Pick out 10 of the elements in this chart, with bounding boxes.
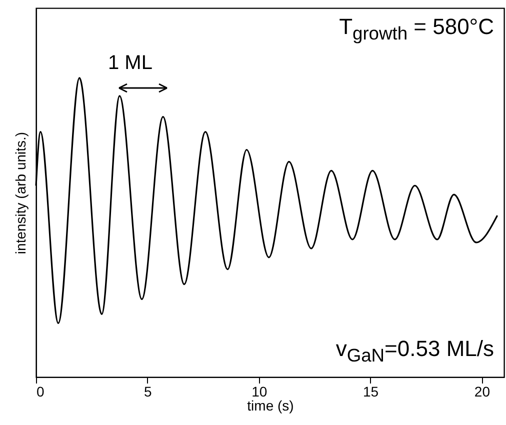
x-tick-label: 10 xyxy=(252,384,268,400)
x-axis-title: time (s) xyxy=(247,398,294,414)
annotation: v$_{GaN}$=0.53 ML/s xyxy=(336,336,494,366)
x-tick-label: 0 xyxy=(36,384,44,400)
y-axis-title: intensity (arb units.) xyxy=(12,132,28,254)
x-tick-label: 20 xyxy=(474,384,490,400)
x-tick-label: 15 xyxy=(362,384,379,400)
text: 1 ML xyxy=(108,52,152,75)
text: T$_{growth}$ = 580°C xyxy=(339,14,494,44)
x-tick-label: 5 xyxy=(144,384,152,400)
